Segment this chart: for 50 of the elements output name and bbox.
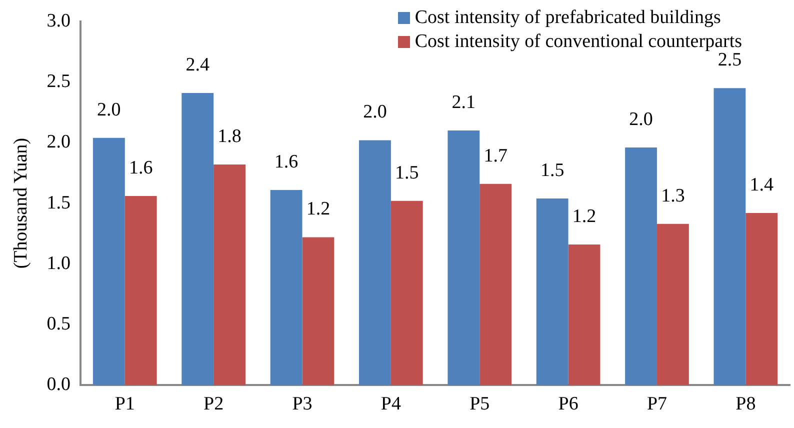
bar <box>302 237 334 386</box>
bar <box>92 138 125 386</box>
data-label: 1.2 <box>572 206 596 228</box>
y-tick-label: 0.0 <box>46 374 71 396</box>
data-label: 2.0 <box>629 109 653 130</box>
bar <box>536 198 568 386</box>
legend-label: Cost intensity of prefabricated buildings <box>414 6 721 30</box>
bar <box>480 184 512 386</box>
x-tick-label: P2 <box>204 394 224 415</box>
data-label: 1.2 <box>306 198 330 220</box>
y-tick-label: 3.0 <box>46 10 71 32</box>
x-tick-label: P6 <box>558 394 578 415</box>
bar <box>359 140 391 386</box>
y-tick-label: 2.0 <box>46 132 71 153</box>
bar <box>746 213 778 386</box>
bar <box>182 92 214 386</box>
y-axis-title: (Thousand Yuan) <box>10 138 32 269</box>
x-tick-label: P3 <box>292 394 312 415</box>
y-tick-label: 1.0 <box>46 252 71 274</box>
x-tick-label: P8 <box>736 394 756 415</box>
data-label: 1.7 <box>484 145 508 166</box>
x-tick-label: P1 <box>114 394 135 415</box>
data-label: 2.0 <box>97 99 121 120</box>
y-tick-label: 2.5 <box>46 71 71 92</box>
y-tick-label: 0.5 <box>46 314 71 335</box>
data-label: 1.5 <box>395 162 419 184</box>
data-label: 2.1 <box>452 92 476 114</box>
bar <box>270 190 302 386</box>
bar <box>448 130 480 386</box>
x-tick-label: P4 <box>380 394 402 415</box>
y-tick-label: 1.5 <box>46 192 71 214</box>
data-label: 2.4 <box>186 54 210 76</box>
x-tick-label: P5 <box>470 394 490 415</box>
data-label: 2.5 <box>718 50 742 71</box>
data-label: 1.6 <box>274 151 298 172</box>
data-label: 1.8 <box>218 126 242 147</box>
data-label: 1.4 <box>750 174 774 196</box>
data-label: 2.0 <box>363 102 387 123</box>
bar <box>390 200 423 386</box>
bar <box>124 196 157 386</box>
data-label: 1.3 <box>661 185 685 206</box>
data-label: 1.5 <box>540 160 564 181</box>
bar <box>714 88 746 386</box>
legend-label: Cost intensity of conventional counterparts <box>414 30 742 52</box>
x-tick-label: P7 <box>646 394 668 415</box>
data-label: 1.6 <box>128 158 153 179</box>
bar <box>214 164 246 386</box>
bar <box>568 244 600 386</box>
bar <box>656 224 689 386</box>
bar <box>625 148 657 386</box>
